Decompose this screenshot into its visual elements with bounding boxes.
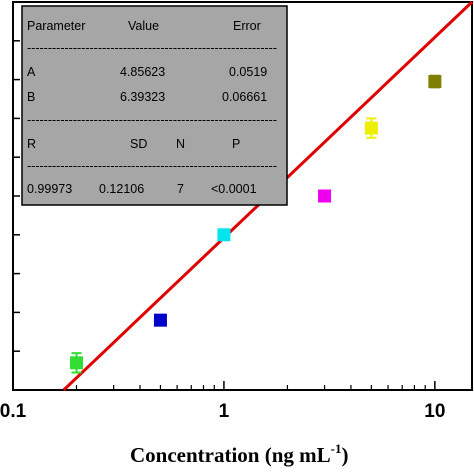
data-point-2 [153,313,167,327]
row-a-value: 4.85623 [120,65,165,79]
x-axis-label: Concentration (ng mL-1) [130,441,349,467]
stats-header-p: P [232,137,240,151]
data-marker [364,121,378,135]
data-point-5 [364,117,378,139]
table-header-parameter: Parameter [27,19,85,33]
x-axis-label-close: ) [342,443,349,467]
row-a-name: A [27,65,36,79]
data-points [69,74,442,374]
x-axis-ticks [12,381,436,390]
x-axis-label-main: Concentration (ng mL [130,443,331,467]
row-a-error: 0.0519 [229,65,267,79]
table-separator-3: ----------------------------------------… [27,159,277,173]
stats-p-value: <0.0001 [211,182,257,196]
data-point-1 [69,352,83,374]
table-header-error: Error [233,19,261,33]
x-axis-tick-labels: 0.1 1 10 [0,401,445,422]
data-marker [69,356,83,370]
data-point-6 [428,74,442,89]
data-marker [217,228,231,242]
data-point-4 [318,189,332,203]
row-b-value: 6.39323 [120,90,165,104]
data-marker [318,189,332,203]
row-b-name: B [27,90,35,104]
table-background [21,5,288,206]
stats-r-value: 0.99973 [27,182,72,196]
x-tick-label: 10 [424,401,445,422]
data-point-3 [217,228,231,242]
fit-parameter-table: Parameter Value Error ------------------… [21,5,288,206]
stats-n-value: 7 [177,182,184,196]
table-header-value: Value [128,19,159,33]
y-axis-ticks [13,40,20,352]
x-axis-label-superscript: -1 [331,441,342,456]
stats-sd-value: 0.12106 [99,182,144,196]
x-tick-label: 1 [219,401,230,422]
stats-header-sd: SD [130,137,147,151]
row-b-error: 0.06661 [222,90,267,104]
data-marker [428,75,442,89]
data-marker [153,313,167,327]
x-tick-label: 0.1 [0,401,27,422]
stats-header-r: R [27,137,36,151]
stats-header-n: N [176,137,185,151]
table-separator-2: ----------------------------------------… [27,113,277,127]
table-separator: ----------------------------------------… [27,41,277,55]
